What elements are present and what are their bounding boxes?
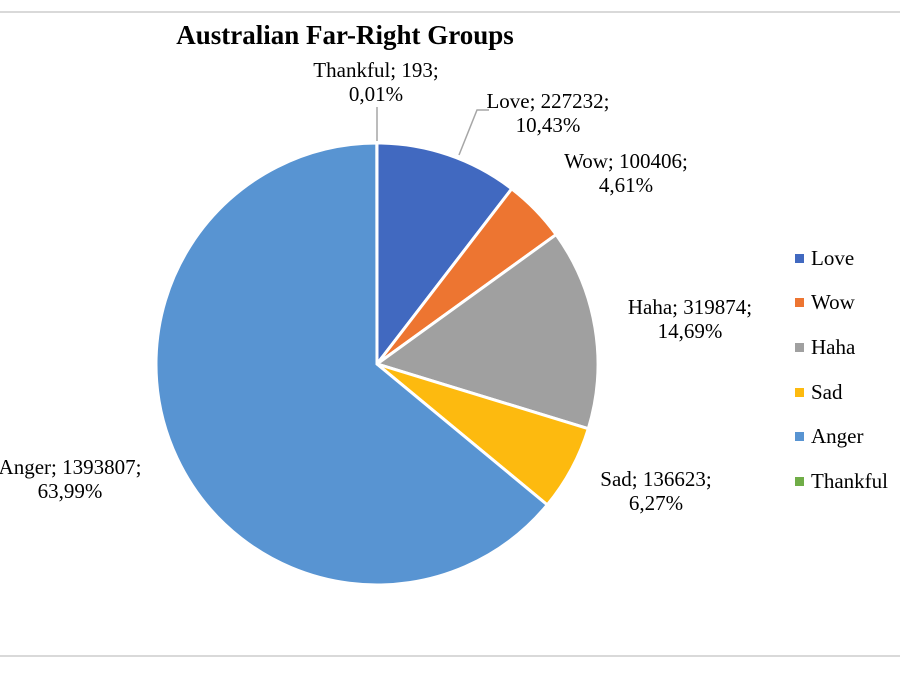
legend-swatch-wow <box>795 298 804 308</box>
leader-line-love <box>458 109 489 156</box>
data-label-thankful-percent: 0,01% <box>349 82 403 106</box>
data-label-wow-percent: 4,61% <box>599 173 653 197</box>
legend-item-thankful: Thankful <box>795 459 888 504</box>
legend-label-thankful: Thankful <box>811 468 888 493</box>
data-label-anger-percent: 63,99% <box>38 479 103 503</box>
data-label-anger-value: Anger; 1393807; <box>0 455 141 479</box>
data-label-love-value: Love; 227232; <box>486 89 609 113</box>
data-label-anger: Anger; 1393807; 63,99% <box>0 455 141 503</box>
legend-swatch-sad <box>795 387 804 397</box>
pie-slice-anger <box>154 141 549 587</box>
legend-item-haha: Haha <box>795 325 888 370</box>
chart-legend: Love Wow Haha Sad Anger Thankful <box>795 236 888 504</box>
data-label-sad-percent: 6,27% <box>629 491 683 515</box>
legend-swatch-haha <box>795 342 804 352</box>
legend-swatch-anger <box>795 432 804 442</box>
data-label-haha-value: Haha; 319874; <box>628 295 752 319</box>
legend-label-sad: Sad <box>811 379 843 404</box>
data-label-love-percent: 10,43% <box>516 113 581 137</box>
data-label-thankful: Thankful; 193; 0,01% <box>313 58 438 106</box>
legend-item-love: Love <box>795 236 888 281</box>
frame-bottom-line <box>0 655 900 657</box>
legend-swatch-thankful <box>795 476 804 486</box>
legend-swatch-love <box>795 253 804 263</box>
data-label-haha-percent: 14,69% <box>658 319 723 343</box>
legend-item-sad: Sad <box>795 370 888 415</box>
data-label-wow: Wow; 100406; 4,61% <box>564 149 688 197</box>
legend-label-anger: Anger <box>811 424 864 449</box>
data-label-thankful-value: Thankful; 193; <box>313 58 438 82</box>
data-label-love: Love; 227232; 10,43% <box>486 89 609 137</box>
legend-label-wow: Wow <box>811 290 855 315</box>
chart-title: Australian Far-Right Groups <box>176 20 514 50</box>
pie-slice-love <box>375 141 514 366</box>
data-label-wow-value: Wow; 100406; <box>564 149 688 173</box>
legend-item-anger: Anger <box>795 414 888 459</box>
data-label-haha: Haha; 319874; 14,69% <box>628 295 752 343</box>
legend-label-love: Love <box>811 245 855 270</box>
legend-label-haha: Haha <box>811 334 856 359</box>
data-label-sad-value: Sad; 136623; <box>600 467 711 491</box>
data-label-sad: Sad; 136623; 6,27% <box>600 467 711 515</box>
legend-item-wow: Wow <box>795 281 888 326</box>
frame-top-line <box>0 11 900 13</box>
